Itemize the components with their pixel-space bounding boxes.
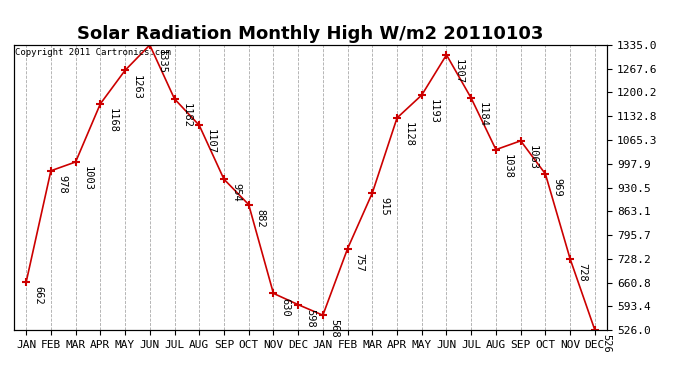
Text: 757: 757 bbox=[355, 253, 364, 272]
Text: 969: 969 bbox=[552, 178, 562, 197]
Text: 1263: 1263 bbox=[132, 75, 142, 99]
Text: 1168: 1168 bbox=[107, 108, 117, 133]
Text: 568: 568 bbox=[330, 320, 339, 338]
Text: 526: 526 bbox=[602, 334, 612, 353]
Text: 1003: 1003 bbox=[83, 166, 92, 191]
Text: 1307: 1307 bbox=[453, 59, 464, 84]
Text: 598: 598 bbox=[305, 309, 315, 327]
Text: 978: 978 bbox=[58, 175, 68, 194]
Text: 954: 954 bbox=[231, 183, 241, 202]
Text: 1128: 1128 bbox=[404, 122, 414, 147]
Text: 882: 882 bbox=[255, 209, 266, 228]
Text: 630: 630 bbox=[280, 297, 290, 316]
Text: 662: 662 bbox=[33, 286, 43, 305]
Text: 1193: 1193 bbox=[428, 99, 439, 124]
Text: 1107: 1107 bbox=[206, 129, 216, 154]
Text: 1335: 1335 bbox=[157, 49, 167, 74]
Text: 1184: 1184 bbox=[478, 102, 488, 128]
Text: 1038: 1038 bbox=[503, 154, 513, 179]
Title: Solar Radiation Monthly High W/m2 20110103: Solar Radiation Monthly High W/m2 201101… bbox=[77, 26, 544, 44]
Text: Copyright 2011 Cartronics.com: Copyright 2011 Cartronics.com bbox=[15, 48, 171, 57]
Text: 1182: 1182 bbox=[181, 103, 191, 128]
Text: 728: 728 bbox=[577, 263, 587, 282]
Text: 915: 915 bbox=[380, 197, 389, 216]
Text: 1063: 1063 bbox=[528, 145, 538, 170]
